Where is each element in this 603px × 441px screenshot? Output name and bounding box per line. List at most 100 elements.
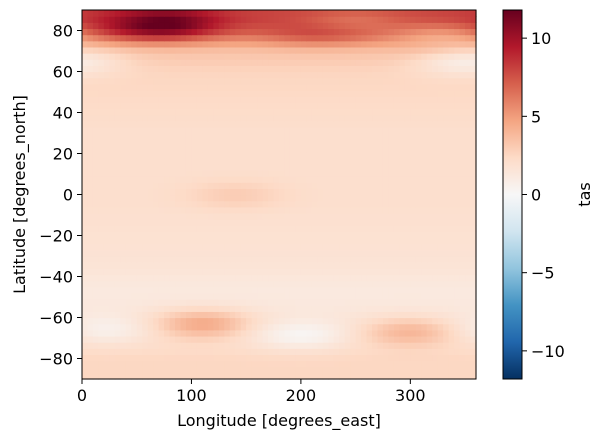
heatmap-cell xyxy=(120,133,127,140)
heatmap-cell xyxy=(207,219,214,226)
heatmap-cell xyxy=(153,34,160,42)
heatmap-cell xyxy=(109,16,116,23)
heatmap-cell xyxy=(465,329,472,337)
heatmap-cell xyxy=(306,194,313,202)
heatmap-cell xyxy=(164,40,171,48)
heatmap-cell xyxy=(377,317,384,325)
heatmap-cell xyxy=(136,34,143,42)
heatmap-cell xyxy=(153,329,160,337)
heatmap-cell xyxy=(443,108,450,116)
heatmap-cell xyxy=(328,89,335,97)
heatmap-cell xyxy=(153,243,160,251)
heatmap-cell xyxy=(393,65,400,73)
heatmap-cell xyxy=(175,22,182,30)
heatmap-cell xyxy=(224,169,231,177)
heatmap-cell xyxy=(92,139,100,146)
heatmap-cell xyxy=(82,157,89,165)
heatmap-cell xyxy=(448,206,455,214)
heatmap-cell xyxy=(306,329,313,337)
heatmap-cell xyxy=(240,145,247,153)
heatmap-cell xyxy=(306,53,313,60)
heatmap-cell xyxy=(136,194,143,202)
heatmap-cell xyxy=(147,366,154,374)
heatmap-cell xyxy=(361,65,368,73)
heatmap-cell xyxy=(333,46,340,54)
heatmap-cell xyxy=(388,59,395,66)
heatmap-cell xyxy=(207,335,214,343)
heatmap-cell xyxy=(306,274,313,282)
heatmap-cell xyxy=(125,114,132,122)
heatmap-cell xyxy=(185,342,193,349)
heatmap-cell xyxy=(202,53,209,60)
heatmap-cell xyxy=(92,120,100,128)
heatmap-cell xyxy=(366,200,373,208)
heatmap-cell xyxy=(98,151,105,159)
heatmap-cell xyxy=(448,311,455,319)
heatmap-cell xyxy=(311,348,318,355)
heatmap-cell xyxy=(443,65,450,73)
heatmap-cell xyxy=(415,114,422,122)
heatmap-cell xyxy=(185,157,193,165)
heatmap-cell xyxy=(306,114,313,122)
heatmap-cell xyxy=(98,59,105,66)
heatmap-cell xyxy=(246,329,253,337)
heatmap-cell xyxy=(185,139,193,146)
heatmap-cell xyxy=(92,89,100,97)
heatmap-cell xyxy=(344,243,351,251)
heatmap-cell xyxy=(92,114,100,122)
heatmap-cell xyxy=(426,219,433,226)
heatmap-cell xyxy=(421,206,428,214)
heatmap-cell xyxy=(207,354,214,362)
heatmap-cell xyxy=(372,157,379,165)
heatmap-cell xyxy=(191,225,198,232)
heatmap-field xyxy=(82,10,477,380)
heatmap-cell xyxy=(426,200,433,208)
heatmap-cell xyxy=(268,348,275,355)
heatmap-cell xyxy=(109,274,116,282)
heatmap-cell xyxy=(175,83,182,91)
heatmap-cell xyxy=(459,249,466,257)
heatmap-cell xyxy=(415,28,422,36)
heatmap-cell xyxy=(393,274,400,282)
heatmap-cell xyxy=(273,83,280,91)
heatmap-cell xyxy=(142,40,149,48)
heatmap-cell xyxy=(82,292,89,300)
heatmap-cell xyxy=(235,243,242,251)
heatmap-cell xyxy=(147,102,154,109)
heatmap-cell xyxy=(344,71,351,79)
heatmap-cell xyxy=(273,280,280,288)
heatmap-cell xyxy=(355,366,362,374)
heatmap-cell xyxy=(257,212,264,220)
heatmap-cell xyxy=(344,65,351,73)
heatmap-cell xyxy=(273,53,280,60)
heatmap-cell xyxy=(98,34,105,42)
heatmap-cell xyxy=(257,323,264,331)
heatmap-cell xyxy=(399,133,406,140)
heatmap-cell xyxy=(437,34,444,42)
heatmap-cell xyxy=(164,102,171,109)
heatmap-cell xyxy=(273,225,280,232)
heatmap-cell xyxy=(185,366,193,374)
heatmap-cell xyxy=(322,249,329,257)
heatmap-cell xyxy=(246,311,253,319)
heatmap-cell xyxy=(284,40,291,48)
heatmap-cell xyxy=(333,77,340,85)
heatmap-cell xyxy=(164,120,171,128)
heatmap-cell xyxy=(443,225,450,232)
heatmap-cell xyxy=(393,145,400,153)
heatmap-cell xyxy=(246,335,253,343)
heatmap-cell xyxy=(158,268,165,276)
heatmap-cell xyxy=(328,182,335,189)
heatmap-cell xyxy=(185,292,193,300)
heatmap-cell xyxy=(426,145,433,153)
heatmap-cell xyxy=(229,348,236,355)
heatmap-cell xyxy=(432,133,439,140)
heatmap-cell xyxy=(153,10,160,17)
heatmap-cell xyxy=(196,22,203,30)
heatmap-cell xyxy=(410,83,417,91)
heatmap-cell xyxy=(382,28,390,36)
heatmap-cell xyxy=(344,249,351,257)
heatmap-cell xyxy=(262,305,269,312)
heatmap-cell xyxy=(224,243,231,251)
heatmap-cell xyxy=(147,126,154,134)
